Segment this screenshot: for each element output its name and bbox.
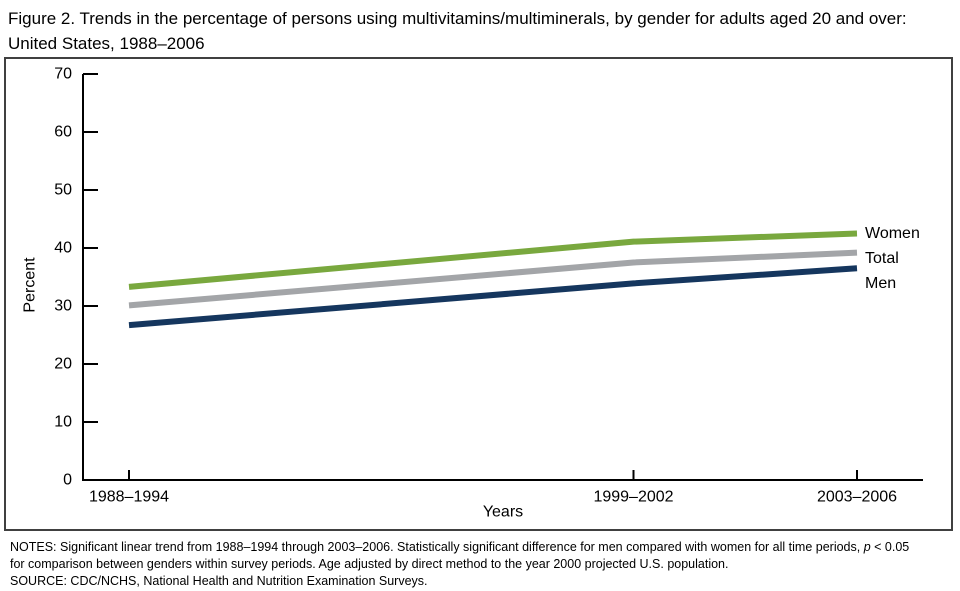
x-axis-title: Years <box>483 504 523 521</box>
y-tick-label: 0 <box>63 472 72 489</box>
notes-line1-text: NOTES: Significant linear trend from 198… <box>10 540 864 554</box>
figure-title: Figure 2. Trends in the percentage of pe… <box>8 6 954 56</box>
chart-plot: Years Percent 0 10 20 30 40 50 60 70 1988–1994 19… <box>22 66 923 521</box>
series-line-total <box>128 249 858 309</box>
figure-notes: NOTES: Significant linear trend from 198… <box>10 539 956 590</box>
series-label-women: Women <box>865 225 920 242</box>
series-line-women <box>128 230 858 290</box>
series-label-men: Men <box>865 275 896 292</box>
y-tick-label: 30 <box>54 298 72 315</box>
y-tick-label: 20 <box>54 356 72 373</box>
y-tick-label: 40 <box>54 240 72 257</box>
series-label-total: Total <box>865 250 899 267</box>
y-tick-label: 70 <box>54 66 72 83</box>
notes-line2: for comparison between genders within su… <box>10 557 729 571</box>
notes-line1-tail: < 0.05 <box>870 540 910 554</box>
x-tick-label: 2003–2006 <box>817 489 897 506</box>
notes-line1: NOTES: Significant linear trend from 198… <box>10 539 956 556</box>
y-tick-label: 10 <box>54 414 72 431</box>
x-tick-label: 1999–2002 <box>593 489 673 506</box>
x-tick-label: 1988–1994 <box>89 489 169 506</box>
figure-title-line1: Figure 2. Trends in the percentage of pe… <box>8 9 907 28</box>
chart-frame: Years Percent 0 10 20 30 40 50 60 70 1988–1994 19… <box>4 57 953 531</box>
figure-title-line2: United States, 1988–2006 <box>8 34 205 53</box>
y-tick-label: 60 <box>54 124 72 141</box>
y-axis-title: Percent <box>22 257 39 313</box>
notes-p-symbol: p <box>863 540 871 554</box>
y-tick-label: 50 <box>54 182 72 199</box>
notes-source: SOURCE: CDC/NCHS, National Health and Nu… <box>10 574 428 588</box>
series-line-men <box>128 265 858 329</box>
